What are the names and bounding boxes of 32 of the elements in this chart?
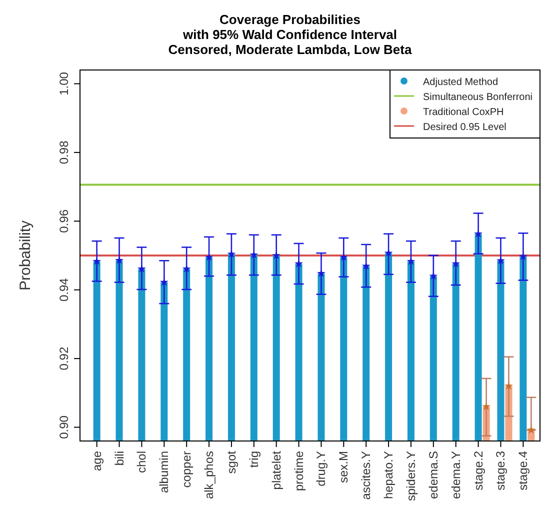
x-tick-label: albumin (157, 451, 172, 494)
x-tick-label: alk_phos (202, 451, 216, 500)
x-tick-label: ascites.Y (359, 451, 374, 500)
x-tick-label: spiders.Y (404, 451, 418, 502)
x-tick-label: copper (180, 451, 194, 488)
chart-title: Coverage Probabilities with 95% Wald Confidence Interval Censored, Moderate Lambda, Low Beta (168, 12, 412, 57)
x-tick-label: protime (292, 450, 306, 492)
legend-label: Desired 0.95 Level (423, 122, 506, 133)
y-tick-label: 1.00 (57, 72, 71, 96)
x-tick-label: edema.Y (448, 451, 463, 500)
y-tick-label: 0.98 (57, 140, 71, 164)
y-tick-label: 0.92 (57, 346, 71, 370)
legend-label: Traditional CoxPH (423, 107, 504, 118)
x-tick-label: age (90, 450, 104, 472)
x-tick-label: hepato.Y (382, 451, 396, 500)
x-tick-label: drug.Y (314, 451, 328, 486)
x-tick-label: stage.2 (471, 450, 486, 490)
x-tick-label: trig (246, 451, 261, 468)
x-tick-label: stage.4 (516, 450, 530, 490)
y-axis-title: Probability (17, 220, 34, 291)
x-tick-label: sgot (224, 450, 238, 474)
x-tick-label: platelet (269, 450, 284, 490)
x-tick-label: edema.S (426, 451, 440, 500)
x-tick-label: chol (134, 451, 149, 474)
legend-label: Adjusted Method (423, 77, 498, 88)
x-tick-label: sex.M (336, 451, 351, 484)
legend-label: Simultaneous Bonferroni (423, 92, 533, 103)
y-tick-label: 0.96 (57, 209, 71, 233)
y-tick-label: 0.90 (57, 415, 71, 439)
y-tick-label: 0.94 (57, 278, 71, 302)
x-tick-label: stage.3 (494, 450, 508, 490)
x-tick-label: bili (112, 451, 126, 466)
